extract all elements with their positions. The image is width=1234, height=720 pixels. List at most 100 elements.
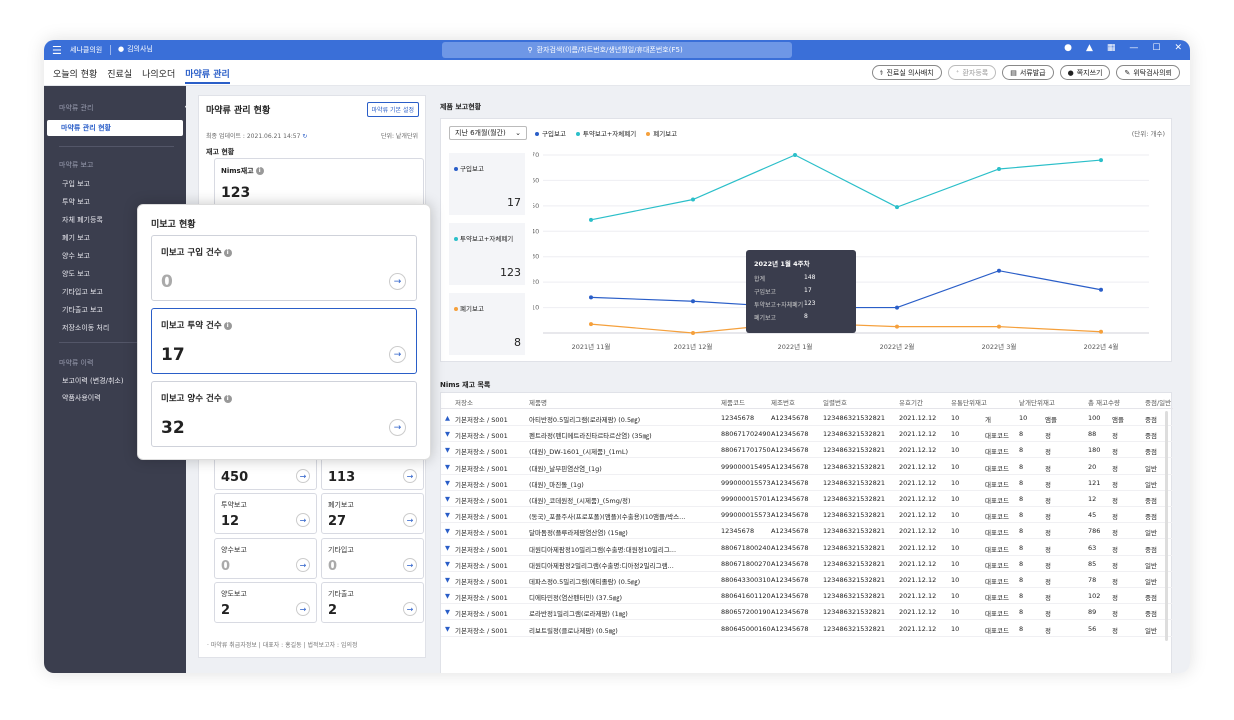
arrow-right-icon[interactable]: → xyxy=(389,273,406,290)
user-menu[interactable]: ● 김의사님 xyxy=(118,44,153,54)
dose-report-card[interactable]: 투약보고 12 → xyxy=(214,493,317,534)
table-row[interactable]: ▼ 기본저장소 / S001 펜트라정(펜디메트라진타르타르산염) (35㎎) 880… xyxy=(441,426,1173,443)
chevron-down-icon[interactable]: ▼ xyxy=(445,543,450,552)
table-header: 저장소 제품명 제품코드 제조번호 일렬번호 유효기간 유통단위재고 낱개단위재고 총 재고수량… xyxy=(441,393,1173,409)
tab-narcotics[interactable]: 마약류 관리 xyxy=(185,67,230,84)
receive-report-card[interactable]: 양수보고 0 → xyxy=(214,538,317,579)
maximize-icon[interactable]: ☐ xyxy=(1152,43,1161,53)
tab-clinic[interactable]: 진료실 xyxy=(107,70,133,80)
sidebar-item-other-out-report[interactable]: 기타출고 보고 xyxy=(62,306,103,314)
chevron-down-icon[interactable]: ▼ xyxy=(445,576,450,584)
patient-search-bar[interactable]: ⚲ xyxy=(442,42,792,58)
table-row[interactable]: ▼ 기본저장소 / S001 대원디아제팜정2밀리그램(수출명:디아정2밀리그램..… xyxy=(441,556,1173,572)
sidebar-item-self-disposal[interactable]: 자체 폐기등록 xyxy=(62,216,103,224)
sidebar-item-status[interactable]: 마약류 관리 현황 xyxy=(47,120,183,136)
patient-search-input[interactable] xyxy=(536,46,707,54)
table-row[interactable]: ▼ 기본저장소 / S001 (대원)_코데원정_(시제품)_(5mg/정) 9990… xyxy=(441,491,1173,507)
table-scrollbar[interactable] xyxy=(1165,411,1168,641)
calculator-icon[interactable]: ▦ xyxy=(1106,43,1116,53)
tab-today[interactable]: 오늘의 현황 xyxy=(53,70,98,80)
table-row[interactable]: ▼ 기본저장소 / S001 데파스정0.5밀리그램(에티졸람) (0.5㎎) 880… xyxy=(441,572,1173,588)
table-row[interactable]: ▼ 기본저장소 / S001 (대원)_날부핀염산염_(1g) 99900001549… xyxy=(441,459,1173,475)
table-row[interactable]: ▼ 기본저장소 / S001 달마돔정(플루라제팜염산염) (15㎎) 1234567… xyxy=(441,523,1173,540)
document-issue-button[interactable]: ▤ 서류발급 xyxy=(1002,65,1054,80)
transfer-report-card[interactable]: 양도보고 2 → xyxy=(214,582,317,623)
lab-request-button[interactable]: ✎ 위탁검사의뢰 xyxy=(1116,65,1180,80)
chevron-down-icon[interactable]: ▼ xyxy=(445,608,450,617)
sidebar-item-drug-usage[interactable]: 약품사용이력 xyxy=(62,394,101,402)
chevron-down-icon[interactable]: ▼ xyxy=(445,462,450,471)
unreported-dose-card[interactable]: 미보고 투약 건수 i 17 → xyxy=(151,308,417,374)
arrow-right-icon[interactable]: → xyxy=(403,602,417,616)
chevron-down-icon[interactable]: ▼ xyxy=(445,527,450,536)
disposal-report-card[interactable]: 폐기보고 27 → xyxy=(321,493,424,534)
arrow-right-icon[interactable]: → xyxy=(296,513,310,527)
table-row[interactable]: ▲ 기본저장소 / S001 아티반정0.5밀리그램(로라제팜) (0.5㎎) 123… xyxy=(441,410,1173,426)
refresh-icon[interactable]: ↻ xyxy=(302,133,308,140)
period-select[interactable]: 지난 6개월(월간) ⌄ xyxy=(449,126,527,140)
chart-legend: 구입보고 투약보고+자체폐기 폐기보고 xyxy=(535,128,677,138)
sidebar-item-other-in-report[interactable]: 기타입고 보고 xyxy=(62,288,103,296)
stethoscope-icon: ⚕ xyxy=(879,68,884,77)
table-row[interactable]: ▼ 기본저장소 / S001 로라반정1밀리그램(로라제팜) (1㎎) 8806572… xyxy=(441,604,1173,621)
table-cell: 10 xyxy=(951,478,960,487)
arrow-right-icon[interactable]: → xyxy=(296,469,310,483)
arrow-right-icon[interactable]: → xyxy=(403,558,417,572)
bell-icon[interactable]: ▲ xyxy=(1085,43,1093,53)
sidebar-item-transfer-report[interactable]: 양도 보고 xyxy=(62,270,90,278)
sidebar-item-disposal-report[interactable]: 폐기 보고 xyxy=(62,234,90,242)
table-row[interactable]: ▼ 기본저장소 / S001 (대원)_DW-1601_(시제품)_(1mL) 880… xyxy=(441,442,1173,459)
legend-dose: 투약보고+자체폐기 xyxy=(575,128,636,138)
chevron-down-icon[interactable]: ▼ xyxy=(445,446,450,455)
sidebar-item-receive-report[interactable]: 양수 보고 xyxy=(62,252,90,260)
arrow-right-icon[interactable]: → xyxy=(296,602,310,616)
write-note-button[interactable]: ● 쪽지쓰기 xyxy=(1059,65,1111,80)
chevron-down-icon[interactable]: ▼ xyxy=(445,511,450,520)
arrow-right-icon[interactable]: → xyxy=(403,513,417,527)
chevron-down-icon[interactable]: ▼ xyxy=(445,592,450,601)
hamburger-menu-icon[interactable]: ☰ xyxy=(52,44,62,57)
tab-my-order[interactable]: 나의오더 xyxy=(142,70,176,80)
sidebar-item-report-history[interactable]: 보고이력 (변경/취소) xyxy=(62,377,124,385)
chevron-down-icon[interactable]: ▼ xyxy=(445,624,450,633)
table-row[interactable]: ▼ 기본저장소 / S001 (동국)_포플주사(프로포폴)(앰플)(수출용)(10… xyxy=(441,507,1173,524)
mini-card-purchase[interactable]: 구입보고 17 xyxy=(449,153,525,215)
arrow-right-icon[interactable]: → xyxy=(389,419,406,436)
mini-card-disposal[interactable]: 폐기보고 8 xyxy=(449,293,525,355)
unreported-receive-card[interactable]: 미보고 양수 건수 i 32 → xyxy=(151,381,417,447)
unreported-purchase-card[interactable]: 미보고 구입 건수 i 0 → xyxy=(151,235,417,301)
chevron-down-icon[interactable]: ▼ xyxy=(445,495,450,503)
sidebar-item-storage-move[interactable]: 저장소이동 처리 xyxy=(62,324,110,332)
table-cell: 기본저장소 / S001 xyxy=(455,626,508,635)
patient-register-button[interactable]: ⁺ 환자등록 xyxy=(947,65,997,80)
table-cell: 999000015573 xyxy=(721,511,771,520)
mini-card-dose[interactable]: 투약보고+자체폐기 123 xyxy=(449,223,525,285)
other-out-card[interactable]: 기타출고 2 → xyxy=(321,582,424,623)
chat-icon[interactable]: ● xyxy=(1064,43,1072,53)
table-row[interactable]: ▼ 기본저장소 / S001 대원디아제팜정10밀리그램(수출명:대원정10밀리그.… xyxy=(441,540,1173,556)
chevron-down-icon[interactable]: ▼ xyxy=(445,559,450,568)
table-row[interactable]: ▼ 기본저장소 / S001 디에타민정(염산펜터민) (37.5㎎) 8806416… xyxy=(441,588,1173,605)
arrow-right-icon[interactable]: → xyxy=(403,469,417,483)
table-cell: 10 xyxy=(951,495,960,503)
table-cell: 123486321532821 xyxy=(823,559,886,568)
chevron-down-icon[interactable]: ▼ xyxy=(445,430,450,439)
table-cell: (대원)_DW-1601_(시제품)_(1mL) xyxy=(529,448,629,457)
basic-setting-button[interactable]: 마약류 기본 설정 xyxy=(366,102,419,117)
table-cell: 정 xyxy=(1112,545,1118,554)
table-cell: 10 xyxy=(951,608,960,617)
arrow-right-icon[interactable]: → xyxy=(389,346,406,363)
sidebar-item-dose-report[interactable]: 투약 보고 xyxy=(62,198,90,206)
other-in-card[interactable]: 기타입고 0 → xyxy=(321,538,424,579)
minimize-icon[interactable]: — xyxy=(1129,43,1139,53)
arrow-right-icon[interactable]: → xyxy=(296,558,310,572)
chevron-down-icon[interactable]: ▼ xyxy=(445,478,450,487)
doctor-assign-button[interactable]: ⚕ 진료실 의사배치 xyxy=(871,65,942,80)
close-icon[interactable]: ✕ xyxy=(1174,43,1182,53)
table-row[interactable]: ▼ 기본저장소 / S001 (대원)_마진돌_(1g) 999000015573 A1… xyxy=(441,475,1173,491)
sidebar-item-purchase-report[interactable]: 구입 보고 xyxy=(62,180,90,188)
table-row[interactable]: ▼ 기본저장소 / S001 리보트릴정(클로나제팜) (0.5㎎) 88064500… xyxy=(441,621,1173,637)
card-label: 폐기보고 xyxy=(328,501,354,509)
chart-tooltip: 2022년 1월 4주차 합계 148 구입보고 17 투약보고+자체폐기 123 폐… xyxy=(746,250,856,333)
chevron-up-icon[interactable]: ▲ xyxy=(445,414,450,422)
